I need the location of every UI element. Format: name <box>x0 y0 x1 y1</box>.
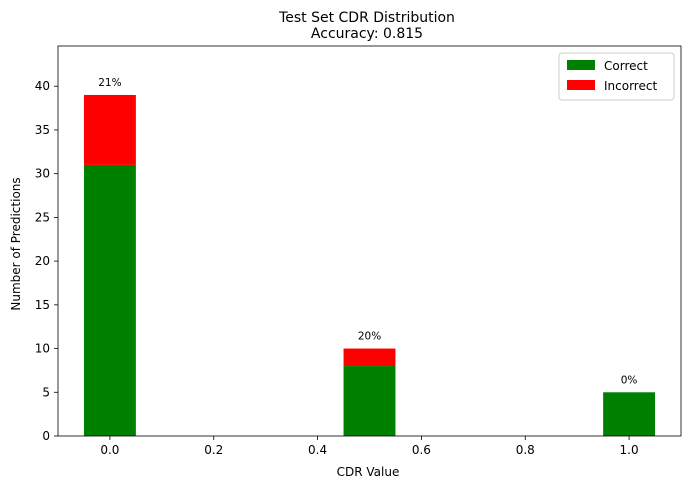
y-tick-label-0: 0 <box>42 429 50 443</box>
legend-label-correct: Correct <box>604 59 648 73</box>
x-axis-label: CDR Value <box>337 465 400 479</box>
legend-label-incorrect: Incorrect <box>604 79 657 93</box>
legend-swatch-incorrect <box>567 80 595 90</box>
y-tick-label-1: 5 <box>42 385 50 399</box>
bar-correct-2 <box>603 392 656 436</box>
x-tick-label-5: 1.0 <box>620 443 639 457</box>
x-tick-label-1: 0.2 <box>204 443 223 457</box>
bar-incorrect-1 <box>343 348 396 367</box>
y-tick-label-5: 25 <box>35 210 50 224</box>
x-tick-label-4: 0.8 <box>516 443 535 457</box>
y-tick-label-2: 10 <box>35 342 50 356</box>
y-tick-label-7: 35 <box>35 123 50 137</box>
chart-title: Test Set CDR Distribution <box>278 10 455 26</box>
axes-frame <box>57 45 682 437</box>
y-tick-label-8: 40 <box>35 79 50 93</box>
x-tick-label-3: 0.6 <box>412 443 431 457</box>
bar-percent-label-0: 21% <box>98 77 121 89</box>
y-axis-label: Number of Predictions <box>9 177 23 310</box>
plot-area: 21% 20% 0% 0.0 0.2 0.4 0.6 0.8 1.0 0 5 10 15 20 25 30 35… <box>35 45 682 457</box>
y-tick-label-4: 20 <box>35 254 50 268</box>
bar-incorrect-0 <box>83 94 136 165</box>
legend: Correct Incorrect <box>558 52 675 101</box>
y-tick-label-3: 15 <box>35 298 50 312</box>
bar-percent-label-2: 0% <box>621 374 638 386</box>
bar-correct-0 <box>83 164 136 436</box>
x-tick-label-2: 0.4 <box>308 443 327 457</box>
chart-subtitle: Accuracy: 0.815 <box>311 26 423 42</box>
bar-correct-1 <box>343 366 396 436</box>
y-tick-label-6: 30 <box>35 167 50 181</box>
x-tick-label-0: 0.0 <box>100 443 119 457</box>
bar-percent-label-1: 20% <box>358 331 381 343</box>
legend-swatch-correct <box>567 60 595 70</box>
